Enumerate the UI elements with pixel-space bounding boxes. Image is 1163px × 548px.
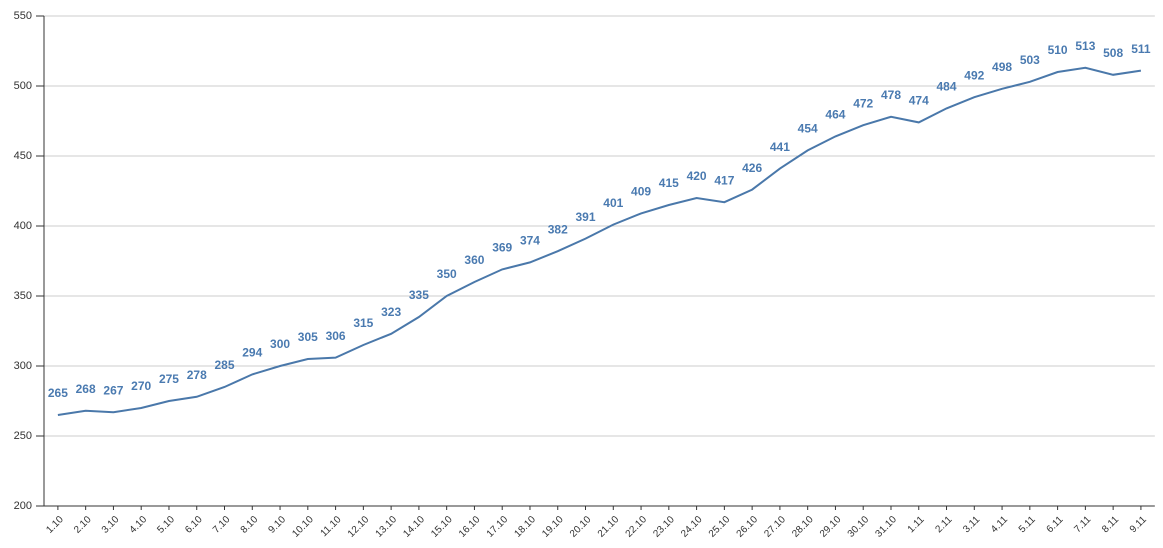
x-tick-label: 14.10 xyxy=(401,514,427,540)
x-tick-label: 15.10 xyxy=(429,514,455,540)
x-tick-label: 20.10 xyxy=(568,514,594,540)
x-tick-label: 12.10 xyxy=(346,514,372,540)
y-tick-label: 250 xyxy=(14,430,32,442)
data-label: 492 xyxy=(964,68,984,82)
data-label: 267 xyxy=(103,383,123,397)
data-label: 415 xyxy=(659,176,679,190)
x-tick-label: 9.11 xyxy=(1128,514,1149,535)
data-label: 454 xyxy=(798,122,818,136)
data-label: 441 xyxy=(770,140,790,154)
data-label: 391 xyxy=(575,210,595,224)
y-tick-label: 550 xyxy=(14,10,32,22)
data-label: 265 xyxy=(48,386,68,400)
x-tick-label: 7.11 xyxy=(1072,514,1093,535)
data-label: 350 xyxy=(437,267,457,281)
y-tick-label: 450 xyxy=(14,150,32,162)
x-tick-label: 6.11 xyxy=(1045,514,1066,535)
x-tick-label: 1.10 xyxy=(44,514,66,536)
x-tick-label: 1.11 xyxy=(906,514,927,535)
data-label: 294 xyxy=(242,346,262,360)
y-tick-label: 350 xyxy=(14,290,32,302)
x-tick-label: 11.10 xyxy=(319,514,344,539)
x-tick-label: 30.10 xyxy=(846,514,872,540)
data-label: 300 xyxy=(270,337,290,351)
data-label: 335 xyxy=(409,288,429,302)
data-label: 513 xyxy=(1075,39,1095,53)
x-tick-label: 9.10 xyxy=(266,514,288,536)
data-label: 369 xyxy=(492,241,512,255)
x-tick-label: 4.10 xyxy=(128,514,150,536)
data-label: 472 xyxy=(853,96,873,110)
data-label: 270 xyxy=(131,379,151,393)
data-label: 275 xyxy=(159,372,179,386)
data-label: 374 xyxy=(520,234,540,248)
data-label: 484 xyxy=(937,80,957,94)
x-tick-label: 10.10 xyxy=(290,514,316,540)
data-label: 305 xyxy=(298,330,318,344)
data-label: 360 xyxy=(464,253,484,267)
data-label: 474 xyxy=(909,94,929,108)
y-tick-label: 200 xyxy=(14,500,32,512)
x-tick-label: 3.10 xyxy=(100,514,122,536)
x-tick-label: 23.10 xyxy=(651,514,677,540)
data-label: 268 xyxy=(76,382,96,396)
data-label: 478 xyxy=(881,88,901,102)
x-tick-label: 31.10 xyxy=(873,514,899,540)
data-label: 306 xyxy=(326,329,346,343)
data-label: 278 xyxy=(187,368,207,382)
x-tick-label: 21.10 xyxy=(596,514,622,540)
x-tick-label: 13.10 xyxy=(374,514,400,540)
line xyxy=(57,66,1142,416)
x-tick-label: 19.10 xyxy=(540,514,566,540)
x-tick-label: 28.10 xyxy=(790,514,816,540)
x-tick-label: 24.10 xyxy=(679,514,705,540)
data-label: 464 xyxy=(825,108,845,122)
x-tick-label: 2.10 xyxy=(72,514,94,536)
x-tick-label: 3.11 xyxy=(961,514,982,535)
data-label: 498 xyxy=(992,60,1012,74)
x-tick-label: 8.11 xyxy=(1100,514,1121,535)
data-label: 420 xyxy=(687,169,707,183)
y-tick-label: 300 xyxy=(14,360,32,372)
data-label: 315 xyxy=(353,316,373,330)
data-label: 508 xyxy=(1103,46,1123,60)
x-tick-label: 16.10 xyxy=(457,514,483,540)
data-label: 382 xyxy=(548,222,568,236)
x-tick-label: 25.10 xyxy=(707,514,733,540)
x-tick-label: 5.10 xyxy=(155,514,177,536)
data-label: 510 xyxy=(1048,43,1068,57)
data-label: 409 xyxy=(631,185,651,199)
x-tick-label: 27.10 xyxy=(762,514,788,540)
data-label: 285 xyxy=(214,358,234,372)
data-label: 323 xyxy=(381,305,401,319)
y-tick-label: 400 xyxy=(14,220,32,232)
data-label: 511 xyxy=(1131,42,1151,56)
x-tick-label: 29.10 xyxy=(818,514,844,540)
x-tick-label: 2.11 xyxy=(933,514,954,535)
x-tick-label: 7.10 xyxy=(211,514,233,536)
data-label: 503 xyxy=(1020,53,1040,67)
x-tick-label: 5.11 xyxy=(1017,514,1038,535)
y-tick-label: 500 xyxy=(14,80,32,92)
x-tick-label: 6.10 xyxy=(183,514,205,536)
x-tick-label: 22.10 xyxy=(624,514,650,540)
x-tick-label: 8.10 xyxy=(239,514,261,536)
x-tick-label: 26.10 xyxy=(735,514,761,540)
data-label: 426 xyxy=(742,161,762,175)
x-tick-label: 4.11 xyxy=(989,514,1010,535)
x-tick-label: 17.10 xyxy=(485,514,511,540)
x-tick-label: 18.10 xyxy=(512,514,538,540)
data-label: 417 xyxy=(714,173,734,187)
data-label: 401 xyxy=(603,196,623,210)
